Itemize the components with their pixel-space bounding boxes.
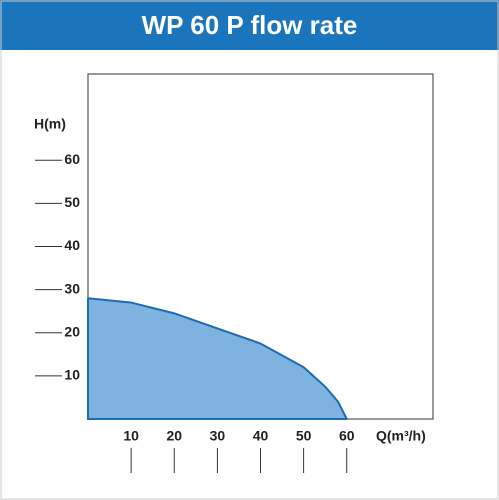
curve — [87, 297, 348, 420]
area — [88, 298, 347, 419]
x-tick-label: 30 — [210, 428, 226, 444]
y-tick-label: 40 — [64, 237, 80, 253]
x-tick-label: 10 — [123, 428, 139, 444]
area-edge — [87, 298, 347, 420]
x-tick-label: 20 — [166, 428, 182, 444]
x-tick-label: 50 — [296, 428, 312, 444]
y-tick-label: 20 — [64, 323, 80, 339]
x-axis-label: Q(m³/h) — [376, 428, 426, 444]
y-tick-label: 30 — [64, 280, 80, 296]
x-tick-label: 40 — [253, 428, 269, 444]
y-axis-label: H(m) — [34, 116, 66, 132]
y-tick-label: 10 — [64, 367, 80, 383]
x-tick-label: 60 — [339, 428, 355, 444]
y-tick-label: 50 — [64, 194, 80, 210]
chart-title: WP 60 P flow rate — [0, 0, 499, 50]
y-tick-label: 60 — [64, 151, 80, 167]
